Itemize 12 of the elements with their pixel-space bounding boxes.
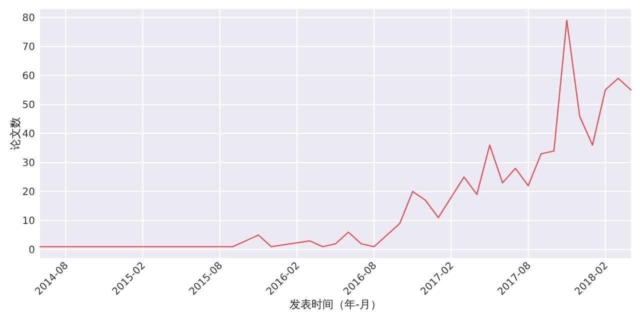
y-axis-title: 论文数 [9,117,22,150]
x-axis-title: 发表时间（年-月） [290,298,382,311]
y-tick-label: 20 [22,187,35,198]
line-series [39,20,632,248]
y-tick-label: 10 [22,216,35,228]
y-tick-label: 60 [22,70,35,82]
y-tick-label: 50 [22,100,35,111]
y-tick-label: 40 [22,129,35,140]
y-tick-label: 70 [22,42,35,53]
y-tick-label: 30 [22,158,35,170]
y-tick-label: 80 [22,12,35,24]
y-tick-label: 0 [28,245,35,256]
